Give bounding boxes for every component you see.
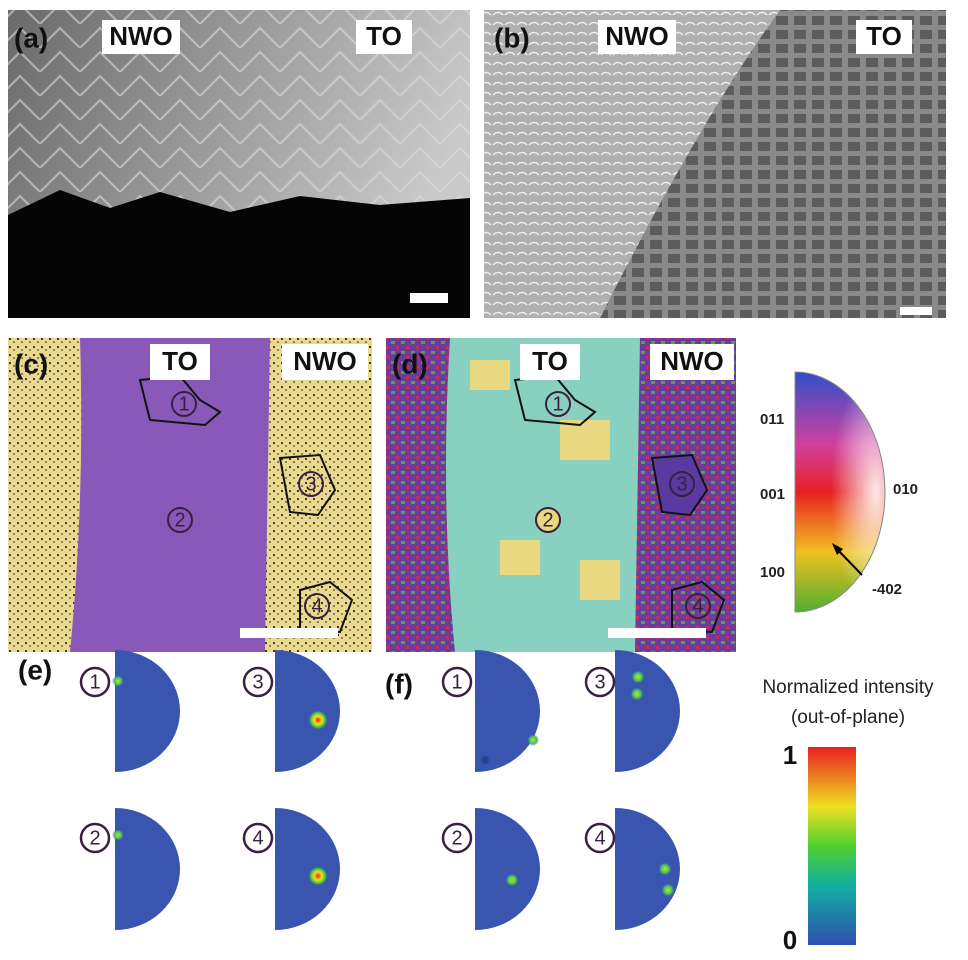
grain-number: 2 [89,827,100,849]
panel-c: (c) TO NWO 1 2 3 4 [8,338,372,652]
grain-number: 4 [594,827,605,849]
grain-number: 1 [552,393,563,415]
grain-number: 3 [305,473,316,495]
colorbar-title: (out-of-plane) [791,707,905,728]
panel-label: (f) [385,668,413,699]
panel-label: (a) [14,22,48,53]
colorbar-title: Normalized intensity [762,677,934,698]
colorbar: Normalized intensity (out-of-plane) 1 0 [762,677,934,955]
ipf-legend: 011 001 100 010 -402 [760,372,918,612]
pole-label: 010 [893,481,918,498]
grain-number: 4 [692,595,703,617]
region-label: TO [532,346,568,376]
figure: (a) NWO TO (b) NWO TO (c) TO NWO 1 2 3 4… [0,0,968,955]
pole-label: 001 [760,486,785,503]
region-label: NWO [660,346,724,376]
region-label: NWO [109,21,173,51]
colorbar-max: 1 [783,740,797,770]
grain-number: 3 [594,671,605,693]
panel-a: (a) NWO TO [8,10,470,318]
pole-figures: (e) (f) 1 3 2 4 1 3 2 4 [18,650,680,930]
panel-d: (d) TO NWO 1 2 3 4 [386,338,736,652]
grain-number: 4 [252,827,263,849]
pole-label: -402 [872,581,902,598]
panel-label: (d) [392,348,428,379]
pole-label: 011 [760,411,784,428]
panel-b: (b) NWO TO [484,10,946,318]
colorbar-min: 0 [783,925,797,955]
region-label: TO [866,21,902,51]
grain-number: 1 [451,671,462,693]
grain-number: 3 [676,473,687,495]
grain-number: 3 [252,671,263,693]
region-label: TO [366,21,402,51]
panel-label: (b) [494,22,530,53]
region-label: NWO [293,346,357,376]
panel-label: (e) [18,654,52,685]
grain-number: 4 [311,595,322,617]
region-label: NWO [605,21,669,51]
grain-number: 2 [542,509,553,531]
grain-number: 2 [451,827,462,849]
grain-number: 2 [174,509,185,531]
panel-label: (c) [14,348,48,379]
grain-number: 1 [89,671,100,693]
grain-number: 1 [178,393,189,415]
region-label: TO [162,346,198,376]
pole-label: 100 [760,564,785,581]
